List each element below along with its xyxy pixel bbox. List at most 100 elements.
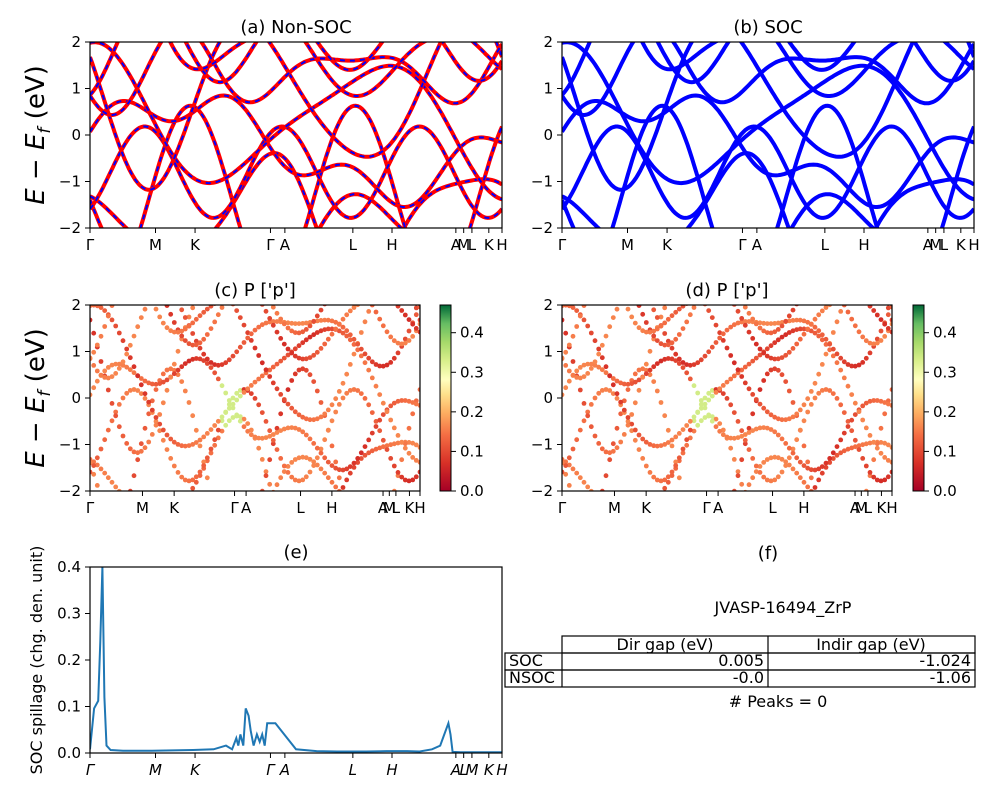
y-tick-label: 1: [71, 80, 81, 98]
projection-point: [834, 360, 840, 366]
table-cell: -1.024: [919, 651, 971, 670]
projection-point: [231, 549, 236, 554]
projection-point: [226, 357, 232, 363]
projection-point: [728, 504, 733, 509]
projection-point: [681, 192, 686, 197]
projection-point: [219, 418, 225, 424]
projection-point: [186, 314, 192, 320]
projection-point: [179, 364, 185, 370]
projection-point: [610, 448, 616, 454]
projection-point: [651, 246, 656, 251]
projection-point: [651, 514, 656, 519]
projection-point: [684, 442, 690, 448]
projection-point: [874, 445, 880, 451]
projection-point: [566, 378, 572, 384]
projection-point: [267, 481, 273, 487]
projection-point: [333, 285, 338, 290]
projection-point: [735, 435, 741, 440]
projection-point: [402, 336, 408, 342]
projection-point: [121, 533, 126, 538]
projection-point: [644, 519, 649, 524]
projection-point: [286, 174, 291, 179]
projection-point: [698, 402, 704, 407]
projection-point: [373, 446, 379, 452]
projection-point: [714, 520, 719, 525]
projection-point: [648, 242, 653, 247]
projection-point: [333, 459, 339, 465]
projection-point: [377, 417, 383, 423]
projection-point: [362, 444, 368, 449]
projection-point: [655, 230, 660, 235]
projection-point: [355, 281, 360, 286]
projection-point: [139, 202, 144, 207]
projection-point: [633, 512, 638, 517]
projection-point: [753, 341, 759, 347]
projection-point: [340, 395, 346, 401]
projection-point: [607, 450, 613, 456]
projection-point: [278, 475, 284, 481]
projection-point: [692, 246, 697, 251]
projection-point: [91, 363, 97, 368]
projection-point: [267, 498, 272, 503]
projection-point: [816, 466, 822, 472]
projection-point: [842, 510, 847, 515]
projection-point: [220, 185, 225, 190]
projection-point: [676, 306, 682, 312]
projection-point: [248, 432, 254, 438]
projection-point: [388, 206, 393, 211]
projection-point: [687, 362, 693, 368]
projection-point: [709, 315, 715, 320]
projection-point: [193, 356, 199, 361]
projection-point: [834, 319, 840, 325]
projection-point: [154, 527, 159, 532]
projection-point: [193, 474, 199, 480]
projection-point: [682, 490, 684, 491]
projection-point: [585, 223, 590, 228]
projection-point: [673, 459, 679, 465]
projection-point: [563, 471, 569, 477]
projection-point: [692, 500, 697, 505]
projection-point: [131, 333, 137, 339]
projection-point: [717, 386, 723, 392]
projection-point: [399, 439, 405, 445]
table-cell: -0.0: [733, 668, 764, 687]
panel-title: (a) Non-SOC: [240, 17, 351, 38]
projection-point: [699, 256, 704, 261]
projection-point: [860, 334, 866, 340]
projection-point: [585, 484, 591, 490]
y-tick-label: 0: [543, 126, 553, 144]
projection-point: [666, 212, 671, 217]
projection-point: [377, 363, 383, 369]
projection-point: [348, 277, 353, 282]
projection-point: [344, 466, 350, 472]
projection-point: [764, 321, 770, 326]
projection-point: [381, 296, 386, 301]
projection-point: [764, 409, 770, 415]
projection-point: [160, 371, 166, 377]
projection-point: [256, 353, 262, 358]
projection-point: [779, 323, 785, 329]
projection-point: [128, 252, 133, 257]
projection-point: [702, 353, 708, 359]
projection-point: [241, 416, 247, 422]
projection-point: [835, 275, 840, 280]
projection-point: [772, 366, 778, 372]
x-tick-label: L: [940, 236, 949, 254]
projection-point: [786, 462, 792, 468]
projection-point: [842, 282, 847, 287]
projection-point: [776, 159, 781, 164]
panel-e: (e)0.40.30.20.10.0Γ M K Γ A L H ALM K H: [57, 542, 508, 779]
projection-point: [186, 358, 192, 364]
projection-point: [388, 442, 394, 448]
projection-point: [304, 159, 309, 164]
projection-point: [611, 263, 616, 268]
projection-point: [307, 320, 313, 325]
projection-point: [801, 318, 807, 324]
projection-point: [182, 477, 188, 483]
projection-point: [577, 375, 583, 381]
projection-point: [753, 463, 759, 469]
projection-point: [395, 350, 401, 356]
projection-point: [695, 564, 700, 569]
projection-point: [857, 517, 862, 522]
projection-point: [596, 497, 601, 502]
